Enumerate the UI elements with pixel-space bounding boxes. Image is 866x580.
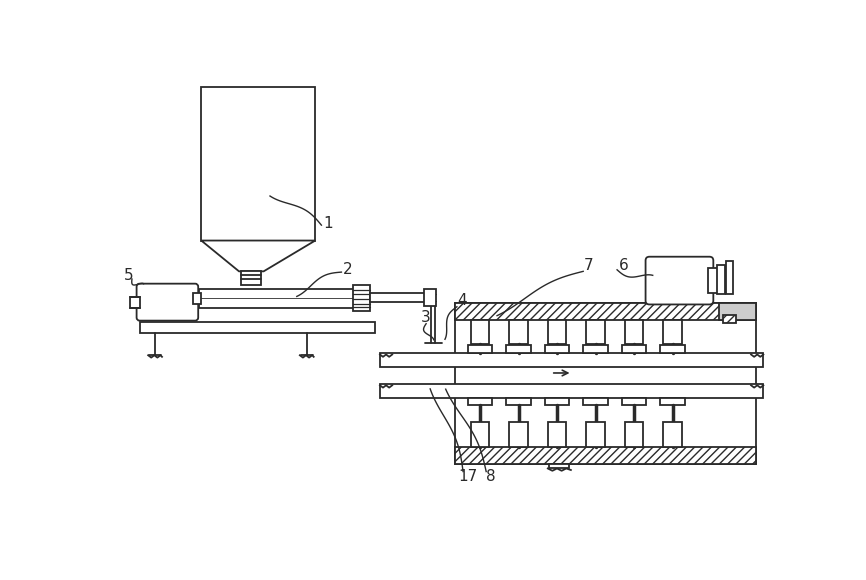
- Bar: [545, 398, 569, 405]
- Text: 6: 6: [618, 259, 629, 273]
- Bar: [468, 345, 493, 353]
- Bar: [353, 285, 370, 311]
- Bar: [380, 353, 763, 367]
- Bar: [471, 320, 489, 345]
- Text: 4: 4: [457, 293, 467, 308]
- Bar: [201, 86, 315, 241]
- Bar: [663, 422, 682, 447]
- Text: 3: 3: [421, 310, 431, 325]
- Bar: [727, 260, 733, 295]
- Polygon shape: [201, 241, 315, 271]
- Bar: [708, 269, 719, 293]
- Bar: [507, 345, 531, 353]
- Bar: [468, 398, 493, 405]
- Bar: [723, 316, 735, 323]
- Bar: [380, 384, 763, 398]
- Bar: [509, 422, 527, 447]
- Bar: [199, 289, 357, 307]
- Bar: [622, 345, 646, 353]
- Bar: [139, 322, 374, 333]
- Bar: [624, 422, 643, 447]
- Bar: [423, 289, 436, 306]
- Bar: [370, 293, 425, 302]
- Text: 5: 5: [125, 269, 134, 284]
- Bar: [471, 422, 489, 447]
- Bar: [456, 447, 756, 464]
- Bar: [193, 293, 201, 304]
- Bar: [586, 422, 604, 447]
- Text: 7: 7: [584, 259, 593, 273]
- Text: 17: 17: [458, 469, 478, 484]
- Bar: [131, 297, 140, 307]
- Bar: [719, 303, 756, 320]
- Text: 2: 2: [343, 262, 352, 277]
- Bar: [507, 398, 531, 405]
- Bar: [583, 398, 608, 405]
- Text: 1: 1: [323, 216, 333, 231]
- Bar: [717, 265, 725, 295]
- Text: 8: 8: [486, 469, 496, 484]
- Bar: [456, 303, 756, 320]
- Bar: [624, 320, 643, 345]
- FancyBboxPatch shape: [137, 284, 198, 321]
- Bar: [545, 345, 569, 353]
- Bar: [509, 320, 527, 345]
- Bar: [548, 422, 566, 447]
- Bar: [622, 398, 646, 405]
- Bar: [660, 398, 685, 405]
- Bar: [242, 271, 262, 285]
- Bar: [663, 320, 682, 345]
- FancyBboxPatch shape: [645, 257, 714, 304]
- Bar: [548, 320, 566, 345]
- Bar: [583, 345, 608, 353]
- Bar: [549, 464, 569, 467]
- Bar: [660, 345, 685, 353]
- Bar: [586, 320, 604, 345]
- Bar: [456, 303, 756, 464]
